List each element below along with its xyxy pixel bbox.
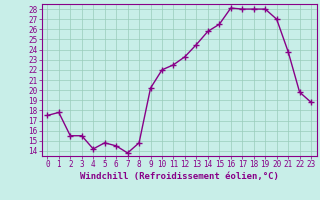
X-axis label: Windchill (Refroidissement éolien,°C): Windchill (Refroidissement éolien,°C)	[80, 172, 279, 181]
